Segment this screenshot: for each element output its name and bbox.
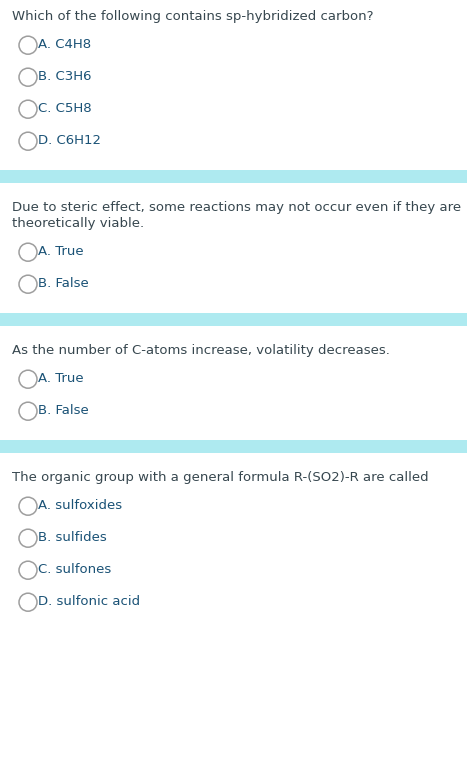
Bar: [0, 440, 467, 453]
Text: As the number of C-atoms increase, volatility decreases.: As the number of C-atoms increase, volat…: [12, 344, 390, 357]
Text: Due to steric effect, some reactions may not occur even if they are: Due to steric effect, some reactions may…: [12, 201, 461, 214]
Text: theoretically viable.: theoretically viable.: [12, 217, 144, 230]
Bar: [0, 313, 467, 326]
Text: A. C4H8: A. C4H8: [38, 38, 91, 51]
Text: The organic group with a general formula R-(SO2)-R are called: The organic group with a general formula…: [12, 471, 429, 484]
Text: B. False: B. False: [38, 277, 89, 290]
Text: B. False: B. False: [38, 404, 89, 417]
Text: Which of the following contains sp-hybridized carbon?: Which of the following contains sp-hybri…: [12, 10, 374, 23]
Text: C. C5H8: C. C5H8: [38, 102, 92, 115]
Text: A. True: A. True: [38, 372, 84, 385]
Text: A. True: A. True: [38, 245, 84, 258]
Text: D. C6H12: D. C6H12: [38, 134, 101, 147]
Bar: [0, 170, 467, 183]
Text: B. C3H6: B. C3H6: [38, 70, 92, 83]
Text: C. sulfones: C. sulfones: [38, 563, 111, 576]
Text: D. sulfonic acid: D. sulfonic acid: [38, 595, 140, 608]
Text: A. sulfoxides: A. sulfoxides: [38, 499, 122, 512]
Text: B. sulfides: B. sulfides: [38, 531, 107, 544]
